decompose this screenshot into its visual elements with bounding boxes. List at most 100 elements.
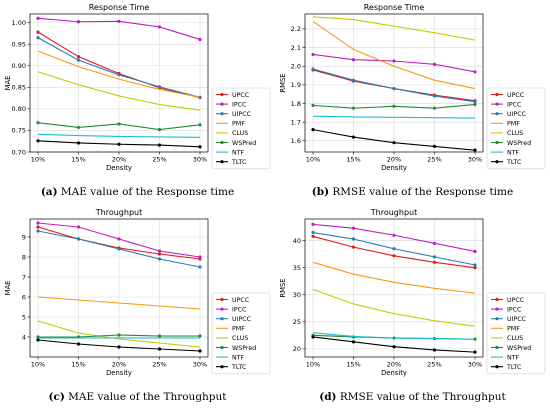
x-tick-label: 20% xyxy=(387,361,401,369)
data-point-upcc xyxy=(432,260,437,264)
legend-label-ntf: NTF xyxy=(507,149,520,156)
legend-box xyxy=(211,87,271,170)
y-tick-label: 0.85 xyxy=(12,84,26,92)
legend: UPCC IPCC UIPCC PMF CLUS WSPred NTF TLTC xyxy=(211,292,271,375)
legend-label-uipcc: UIPCC xyxy=(232,111,252,118)
chart-panel-mae-throughput: Throughput 4 5 6 7 8 9 10% 15% 20% 25% 30% Density MA… xyxy=(0,205,275,409)
x-axis-label: Density xyxy=(381,164,407,172)
data-point-wspred xyxy=(473,337,477,341)
x-tick-label: 20% xyxy=(112,361,126,369)
data-point-wspred xyxy=(392,104,396,108)
data-point-tltc xyxy=(76,141,81,145)
legend-label-uipcc: UIPCC xyxy=(232,316,252,323)
caption-b: (b) RMSE value of the Response time xyxy=(311,186,514,198)
caption-a: (a) MAE value of the Response time xyxy=(40,186,235,198)
data-point-ipcc xyxy=(351,226,356,230)
data-point-wspred xyxy=(351,106,356,110)
series-line-clus xyxy=(312,16,476,41)
legend-marker-ipcc xyxy=(220,307,224,311)
series-line-pmf xyxy=(37,50,201,98)
y-tick-label: 1.6 xyxy=(291,137,301,145)
y-tick-label: 9 xyxy=(22,233,26,241)
series-line-ntf xyxy=(37,133,200,138)
data-point-wspred xyxy=(157,127,162,132)
legend-marker-wspred xyxy=(220,140,224,145)
data-point-upcc xyxy=(36,30,40,34)
data-point-ipcc xyxy=(473,249,477,254)
caption-c: (c) MAE value of the Throughput xyxy=(48,391,227,403)
data-point-tltc xyxy=(76,342,81,346)
legend-marker-ipcc xyxy=(495,307,499,311)
legend-label-wspred: WSPred xyxy=(232,345,256,352)
legend-marker-uipcc xyxy=(220,317,224,321)
data-point-wspred xyxy=(117,333,121,337)
plot-frame xyxy=(29,13,209,153)
series-line-clus xyxy=(37,320,201,348)
x-axis-label: Density xyxy=(106,369,132,377)
series-line-ntf xyxy=(312,115,475,119)
legend-label-pmf: PMF xyxy=(232,121,245,128)
data-point-tltc xyxy=(198,145,202,149)
data-point-uipcc xyxy=(157,85,162,89)
legend-label-tltc: TLTC xyxy=(231,159,247,166)
plot-frame xyxy=(304,218,484,358)
data-point-tltc xyxy=(36,139,40,143)
data-point-ipcc xyxy=(157,25,162,29)
legend-label-tltc: TLTC xyxy=(506,159,522,166)
y-axis-label: RMSE xyxy=(279,73,287,92)
x-tick-label: 25% xyxy=(152,156,166,164)
y-axis-label: MAE xyxy=(4,281,12,296)
x-tick-label: 20% xyxy=(112,156,126,164)
legend-marker-ipcc xyxy=(495,102,499,106)
data-point-upcc xyxy=(392,254,396,258)
series-line-pmf xyxy=(312,21,476,90)
y-tick-label: 2.1 xyxy=(291,44,301,52)
data-point-ipcc xyxy=(198,255,202,259)
data-point-ipcc xyxy=(432,62,437,66)
legend-label-ipcc: IPCC xyxy=(507,101,522,108)
y-tick-label: 0.80 xyxy=(12,105,26,113)
chart-title: Throughput xyxy=(95,208,142,217)
legend-label-ntf: NTF xyxy=(507,354,520,361)
data-point-tltc xyxy=(36,338,40,342)
legend-marker-uipcc xyxy=(495,112,499,116)
y-tick-label: 35 xyxy=(293,264,301,272)
legend-label-upcc: UPCC xyxy=(507,297,525,304)
data-point-uipcc xyxy=(36,229,40,233)
chart-svg-1: Response Time 1.6 1.7 1.8 1.9 2.0 2.1 2.2 10% 15%… xyxy=(279,3,546,172)
chart-title: Throughput xyxy=(370,208,417,217)
legend-label-wspred: WSPred xyxy=(232,140,256,147)
x-tick-label: 30% xyxy=(468,361,482,369)
legend-marker-uipcc xyxy=(495,317,499,321)
chart-panel-rmse-throughput: Throughput 20 25 30 35 40 10% 15% 20% 25% 30% Densi… xyxy=(275,205,550,409)
y-tick-label: 20 xyxy=(293,345,301,353)
chart-panel-mae-response-time: Response Time 0.70 0.75 0.80 0.85 0.90 0.95 1.0… xyxy=(0,0,275,205)
y-tick-label: 7 xyxy=(22,273,26,281)
data-point-uipcc xyxy=(432,94,437,98)
data-point-uipcc xyxy=(157,257,162,261)
y-tick-label: 2.2 xyxy=(291,25,301,33)
legend-label-ipcc: IPCC xyxy=(232,306,247,313)
legend: UPCC IPCC UIPCC PMF CLUS WSPred NTF TLTC xyxy=(486,87,546,170)
legend-box xyxy=(486,292,546,375)
legend-label-pmf: PMF xyxy=(507,326,520,333)
y-tick-label: 0.70 xyxy=(12,148,26,156)
x-tick-label: 10% xyxy=(31,361,45,369)
data-point-uipcc xyxy=(198,95,202,99)
legend-label-ntf: NTF xyxy=(232,354,245,361)
x-tick-label: 10% xyxy=(306,156,320,164)
data-point-ipcc xyxy=(351,58,356,62)
legend: UPCC IPCC UIPCC PMF CLUS WSPred NTF TLTC xyxy=(486,292,546,375)
legend-label-upcc: UPCC xyxy=(507,92,525,99)
legend-marker-wspred xyxy=(495,140,499,145)
x-tick-label: 25% xyxy=(152,361,166,369)
y-axis-label: RMSE xyxy=(279,278,287,297)
y-tick-label: 1.8 xyxy=(291,100,301,108)
data-point-uipcc xyxy=(473,263,477,267)
data-point-wspred xyxy=(473,102,477,107)
data-point-ipcc xyxy=(76,20,81,24)
y-tick-label: 0.95 xyxy=(12,40,26,48)
plot-frame xyxy=(304,13,484,153)
legend-label-clus: CLUS xyxy=(232,130,248,137)
